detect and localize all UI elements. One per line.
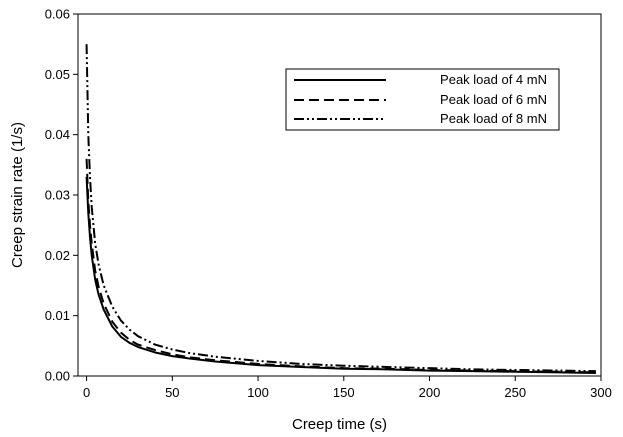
x-tick-label: 300 [590,385,612,400]
y-axis-title: Creep strain rate (1/s) [9,122,26,268]
x-tick-label: 150 [333,385,355,400]
y-tick-label: 0.03 [45,188,70,203]
series-line-3 [85,44,596,373]
series-line-1 [85,176,596,374]
y-tick-label: 0.06 [45,7,70,22]
plot-frame [77,13,602,377]
series-line-2 [85,158,596,374]
x-axis-title: Creep time (s) [292,416,387,433]
series-layer [85,44,596,374]
y-tick-label: 0.05 [45,67,70,82]
legend: Peak load of 4 mN Peak load of 6 mN Peak… [285,68,560,131]
x-tick-label: 0 [83,385,90,400]
legend-label-8mN: Peak load of 8 mN [440,111,547,126]
x-tick-label: 50 [165,385,179,400]
y-tick-label: 0.00 [45,369,70,384]
y-tick-label: 0.01 [45,308,70,323]
y-tick-label: 0.02 [45,248,70,263]
y-tick-label: 0.04 [45,127,70,142]
x-tick-label: 100 [247,385,269,400]
legend-label-6mN: Peak load of 6 mN [440,92,547,107]
axes-layer: 0 50 100 150 200 250 300 0.00 0.01 0.02 0.03 0.04 0.… [45,7,612,401]
x-tick-label: 200 [419,385,441,400]
x-tick-label: 250 [504,385,526,400]
legend-label-4mN: Peak load of 4 mN [440,72,547,87]
